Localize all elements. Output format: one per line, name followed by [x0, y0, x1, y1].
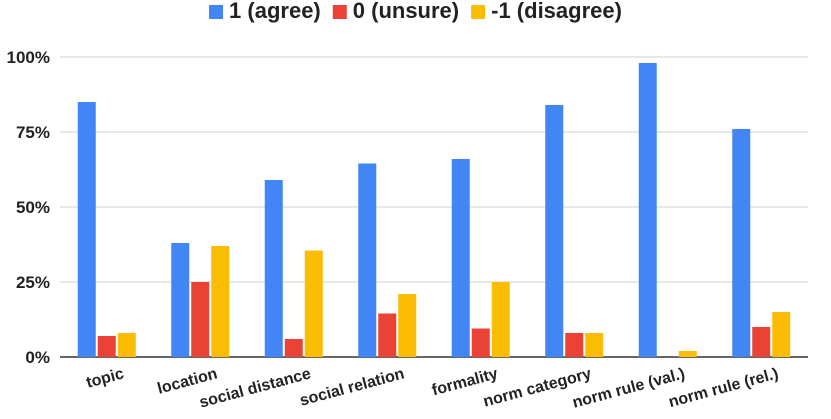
bar-social-distance-0-unsure [284, 339, 303, 357]
bar-topic-0-unsure [97, 336, 116, 357]
legend-swatch [471, 5, 486, 19]
bar-norm-rule-val-1-agree [638, 63, 657, 357]
bar-norm-category-1-disagree [585, 333, 604, 357]
legend-label: -1 (disagree) [491, 0, 622, 23]
y-tick-label: 0% [25, 348, 50, 367]
legend-item-0-unsure: 0 (unsure) [332, 0, 459, 23]
legend-swatch [209, 5, 224, 19]
bar-formality-0-unsure [471, 328, 490, 357]
bar-topic-1-disagree [117, 333, 136, 357]
bar-topic-1-agree [77, 102, 96, 357]
bar-norm-rule-rel-1-disagree [772, 312, 791, 357]
bar-formality-1-disagree [491, 282, 510, 357]
bar-social-relation-0-unsure [378, 313, 397, 357]
y-tick-label: 100% [7, 48, 50, 67]
bar-norm-rule-rel-1-agree [732, 129, 751, 357]
y-tick-label: 50% [16, 198, 50, 217]
y-tick-label: 25% [16, 273, 50, 292]
legend-item-1-agree: 1 (agree) [209, 0, 321, 23]
bar-norm-rule-val-1-disagree [678, 351, 697, 357]
bar-social-distance-1-disagree [304, 250, 323, 357]
y-axis-tick-labels: 0% 25% 50% 75% 100% [7, 48, 50, 367]
bar-location-1-agree [171, 243, 190, 357]
legend-label: 0 (unsure) [353, 0, 459, 23]
y-tick-label: 75% [16, 123, 50, 142]
legend-label: 1 (agree) [229, 0, 321, 23]
bar-social-distance-1-agree [264, 180, 283, 357]
bar-location-0-unsure [191, 282, 210, 357]
bars [77, 63, 791, 357]
legend-swatch [332, 5, 347, 19]
bar-norm-rule-rel-0-unsure [752, 327, 771, 357]
bar-location-1-disagree [211, 246, 230, 357]
bar-formality-1-agree [451, 159, 470, 357]
legend-item-1-disagree: -1 (disagree) [471, 0, 622, 23]
x-category-label: social relation [298, 365, 406, 409]
bar-social-relation-1-disagree [398, 294, 417, 357]
bar-norm-category-0-unsure [565, 333, 584, 357]
legend: 1 (agree) 0 (unsure) -1 (disagree) [209, 0, 622, 23]
bar-social-relation-1-agree [358, 163, 377, 357]
bar-norm-category-1-agree [545, 105, 564, 357]
x-category-label: topic [84, 365, 125, 391]
